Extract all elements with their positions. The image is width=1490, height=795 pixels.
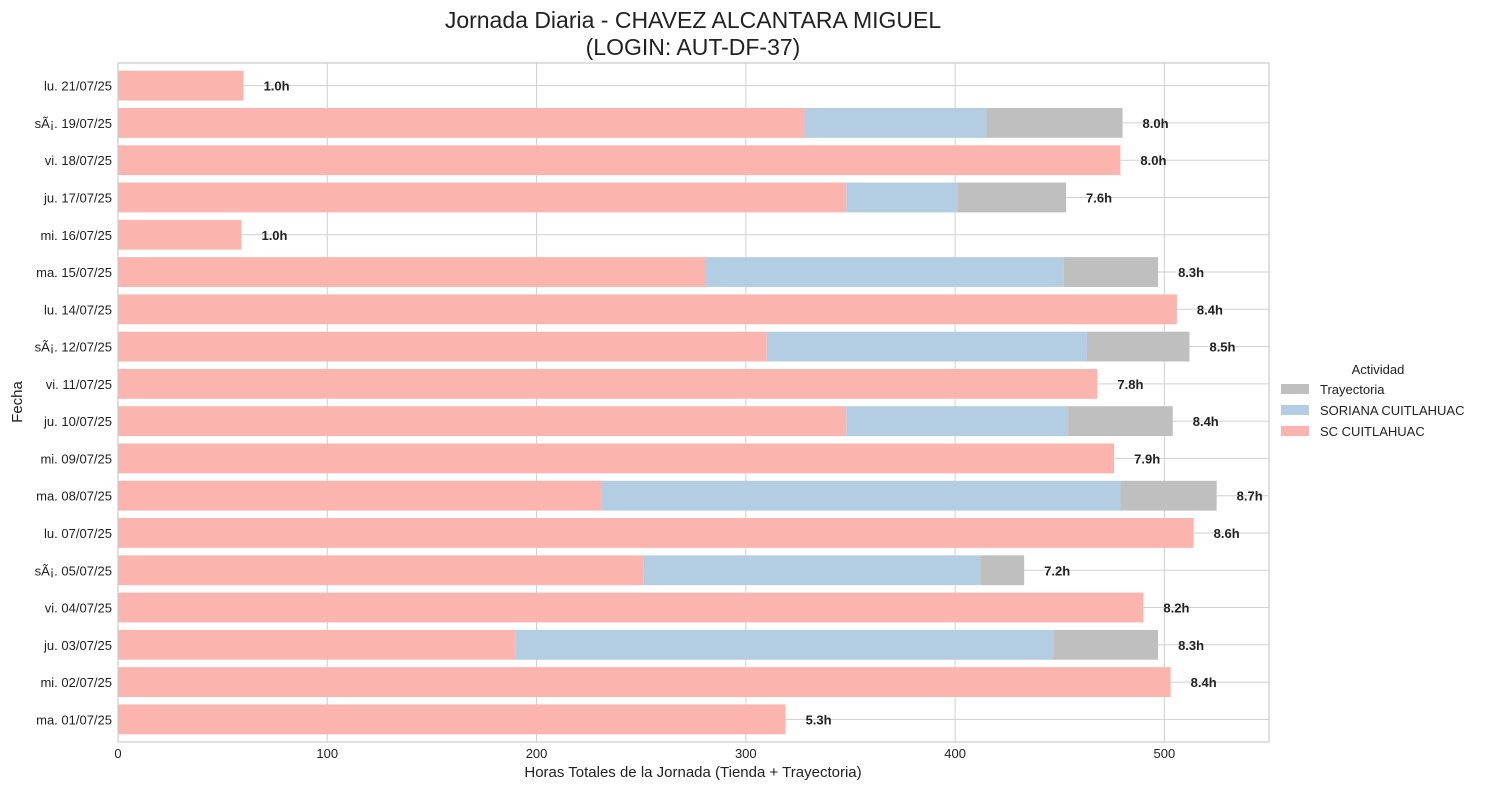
bar-segment-sc bbox=[118, 70, 244, 101]
legend-label-sc: SC CUITLAHUAC bbox=[1320, 424, 1425, 439]
x-tick-label: 400 bbox=[944, 746, 966, 761]
legend-label-soriana: SORIANA CUITLAHUAC bbox=[1320, 403, 1464, 418]
y-ticks-layer: lu. 21/07/25 sÃ¡. 19/07/25 vi. 18/07/25 ju.… bbox=[35, 79, 112, 728]
bar-segment-soriana bbox=[515, 629, 1054, 660]
bar-segment-sc bbox=[118, 182, 847, 213]
y-tick-label: vi. 18/07/25 bbox=[45, 153, 112, 168]
y-tick-label: lu. 14/07/25 bbox=[44, 302, 112, 317]
bar-segment-sc bbox=[118, 219, 242, 250]
x-tick-label: 500 bbox=[1154, 746, 1176, 761]
legend-entries: Trayectoria SORIANA CUITLAHUAC SC CUITLAHU… bbox=[1281, 382, 1464, 439]
bar-total-label: 7.9h bbox=[1134, 451, 1160, 466]
bar-segment-sc bbox=[118, 592, 1144, 623]
y-tick-label: vi. 04/07/25 bbox=[45, 601, 112, 616]
bar-total-label: 8.0h bbox=[1143, 116, 1169, 131]
chart-title-line1: Jornada Diaria - CHAVEZ ALCANTARA MIGUEL bbox=[445, 7, 942, 33]
bar-segment-sc bbox=[118, 443, 1115, 474]
x-tick-label: 200 bbox=[526, 746, 548, 761]
bar-segment-sc bbox=[118, 480, 602, 511]
bar-total-label: 8.7h bbox=[1237, 489, 1263, 504]
data-labels-layer: 1.0h 8.0h 8.0h 7.6h 1.0h 8.3h 8.4h 8.5h 7.8h 8.4h… bbox=[261, 79, 1262, 728]
y-tick-label: lu. 21/07/25 bbox=[44, 79, 112, 94]
x-axis-label: Horas Totales de la Jornada (Tienda + Tr… bbox=[524, 764, 861, 781]
bar-total-label: 8.2h bbox=[1163, 601, 1189, 616]
bar-segment-sc bbox=[118, 667, 1171, 697]
legend-swatch-soriana bbox=[1281, 405, 1309, 415]
x-ticks-layer: 0 100 200 300 400 500 bbox=[114, 746, 1175, 761]
bar-segment-sc bbox=[118, 294, 1177, 325]
bar-segment-soriana bbox=[804, 108, 987, 138]
bar-segment-sc bbox=[118, 331, 767, 362]
y-tick-label: lu. 07/07/25 bbox=[44, 526, 112, 541]
bar-total-label: 8.6h bbox=[1214, 526, 1240, 541]
bar-segment-soriana bbox=[643, 555, 981, 586]
bar-segment-trayectoria bbox=[1053, 629, 1159, 660]
y-tick-label: ma. 01/07/25 bbox=[36, 712, 112, 727]
y-axis-label: Fecha bbox=[9, 381, 26, 423]
bar-total-label: 8.4h bbox=[1197, 302, 1223, 317]
bar-segment-trayectoria bbox=[1063, 257, 1159, 287]
bar-segment-trayectoria bbox=[1086, 331, 1190, 362]
y-tick-label: sÃ¡. 12/07/25 bbox=[35, 340, 112, 355]
bar-total-label: 8.0h bbox=[1140, 153, 1166, 168]
y-tick-label: ju. 10/07/25 bbox=[43, 414, 112, 429]
plot-frame bbox=[117, 62, 1270, 743]
bar-segment-sc bbox=[118, 368, 1098, 399]
bar-total-label: 8.3h bbox=[1178, 265, 1204, 280]
legend-swatch-sc bbox=[1281, 426, 1309, 436]
legend-title: Actividad bbox=[1352, 362, 1405, 377]
y-tick-label: sÃ¡. 05/07/25 bbox=[35, 563, 112, 578]
y-tick-label: ma. 08/07/25 bbox=[36, 489, 112, 504]
x-tick-label: 100 bbox=[316, 746, 338, 761]
bar-segment-soriana bbox=[766, 331, 1087, 362]
bar-segment-soriana bbox=[846, 406, 1069, 437]
y-tick-label: mi. 02/07/25 bbox=[40, 675, 112, 690]
bar-segment-sc bbox=[118, 518, 1194, 548]
bar-segment-sc bbox=[118, 257, 707, 287]
bar-segment-sc bbox=[118, 629, 516, 660]
bar-segment-soriana bbox=[846, 182, 958, 213]
y-tick-label: ma. 15/07/25 bbox=[36, 265, 112, 280]
bar-total-label: 1.0h bbox=[264, 79, 290, 94]
bar-segment-sc bbox=[118, 145, 1121, 176]
bar-segment-trayectoria bbox=[1068, 406, 1173, 437]
bar-segment-trayectoria bbox=[1120, 480, 1217, 511]
y-tick-label: ju. 17/07/25 bbox=[43, 190, 112, 205]
x-tick-label: 300 bbox=[735, 746, 757, 761]
bar-total-label: 8.3h bbox=[1178, 638, 1204, 653]
chart-title-line2: (LOGIN: AUT-DF-37) bbox=[586, 34, 801, 60]
bar-total-label: 8.5h bbox=[1209, 340, 1235, 355]
bar-total-label: 7.2h bbox=[1044, 563, 1070, 578]
bar-segment-trayectoria bbox=[980, 555, 1025, 586]
bar-total-label: 7.8h bbox=[1117, 377, 1143, 392]
y-tick-label: vi. 11/07/25 bbox=[46, 377, 112, 392]
y-tick-label: mi. 09/07/25 bbox=[40, 451, 112, 466]
bar-total-label: 5.3h bbox=[806, 712, 832, 727]
bar-segment-soriana bbox=[706, 257, 1064, 287]
bar-segment-sc bbox=[118, 704, 786, 735]
bar-total-label: 8.4h bbox=[1193, 414, 1219, 429]
y-tick-label: sÃ¡. 19/07/25 bbox=[35, 116, 112, 131]
bar-segment-soriana bbox=[601, 480, 1121, 511]
bar-segment-trayectoria bbox=[986, 108, 1123, 138]
bar-total-label: 1.0h bbox=[261, 228, 287, 243]
bar-segment-sc bbox=[118, 406, 847, 437]
x-tick-label: 0 bbox=[114, 746, 121, 761]
bar-total-label: 8.4h bbox=[1191, 675, 1217, 690]
bar-total-label: 7.6h bbox=[1086, 190, 1112, 205]
bar-segment-trayectoria bbox=[957, 182, 1067, 213]
legend: Actividad Trayectoria SORIANA CUITLAHUAC S… bbox=[1281, 362, 1464, 439]
legend-label-trayectoria: Trayectoria bbox=[1320, 382, 1385, 397]
y-tick-label: mi. 16/07/25 bbox=[40, 228, 112, 243]
bar-segment-sc bbox=[118, 555, 644, 586]
legend-swatch-trayectoria bbox=[1281, 384, 1309, 394]
bar-segment-sc bbox=[118, 108, 805, 138]
bars-layer bbox=[118, 70, 1217, 735]
y-tick-label: ju. 03/07/25 bbox=[43, 638, 112, 653]
